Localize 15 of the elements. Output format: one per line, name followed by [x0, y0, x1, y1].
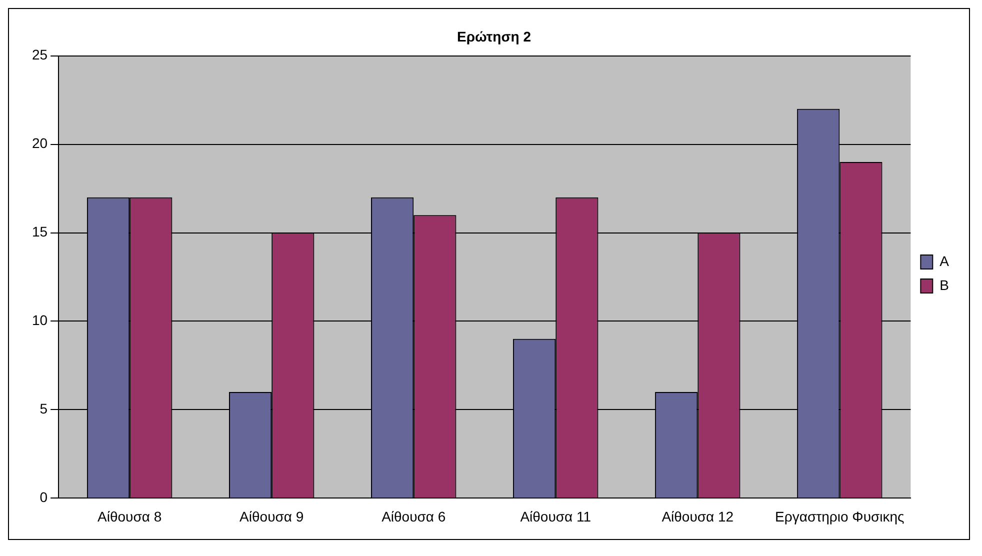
x-tick-label: Αίθουσα 11: [520, 508, 592, 524]
y-tick-label: 15: [32, 224, 48, 240]
y-tick-label: 5: [40, 400, 48, 417]
x-tick-label: Αίθουσα 6: [382, 508, 446, 524]
x-tick-label: Εργαστηριο Φυσικης: [775, 508, 905, 524]
y-tick-label: 0: [40, 489, 48, 506]
y-tick-label: 20: [32, 135, 48, 152]
legend-label: A: [940, 252, 950, 269]
x-tick-label: Αίθουσα 8: [98, 508, 162, 524]
legend-label: B: [940, 276, 950, 293]
x-tick-label: Αίθουσα 12: [662, 508, 734, 524]
y-tick-label: 25: [32, 46, 48, 63]
x-tick-label: Αίθουσα 9: [240, 508, 304, 524]
y-tick-label: 10: [32, 312, 48, 328]
chart-title: Ερώτηση 2: [456, 28, 532, 44]
